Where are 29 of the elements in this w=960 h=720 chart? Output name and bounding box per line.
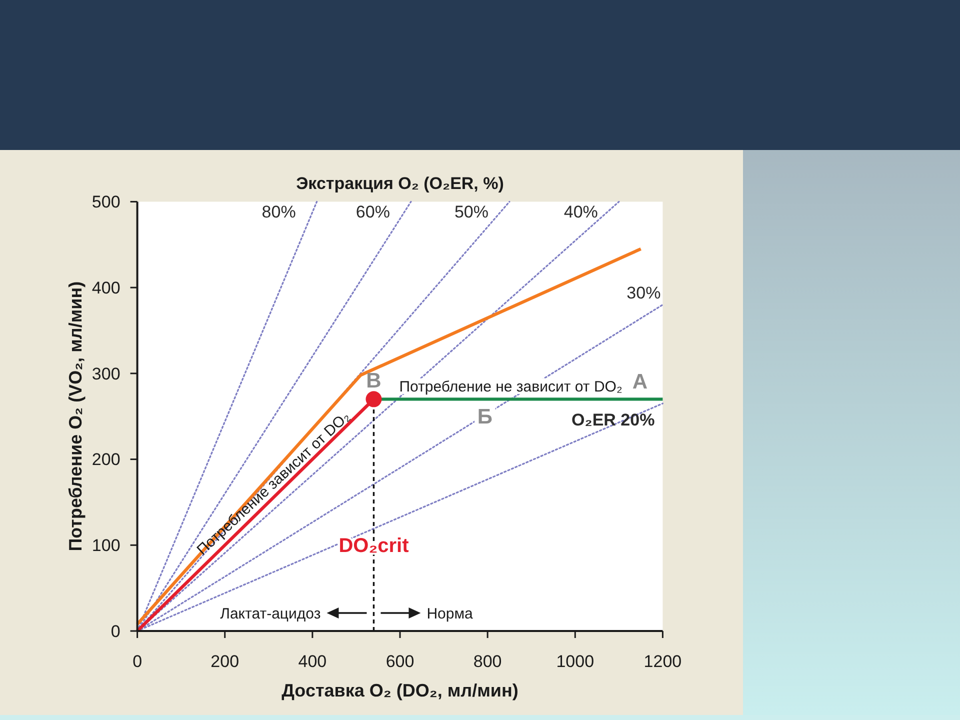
series-label: 60% bbox=[356, 202, 390, 222]
series-label: O₂ER 20% bbox=[572, 410, 655, 430]
y-tick-label: 300 bbox=[92, 364, 120, 384]
series-label: 40% bbox=[564, 202, 598, 222]
annotation: В bbox=[366, 370, 382, 393]
x-tick-label: 200 bbox=[210, 652, 240, 671]
chart-title: Экстракция O₂ (O₂ER, %) bbox=[296, 174, 504, 193]
x-tick-label: 800 bbox=[473, 652, 502, 671]
x-tick-label: 1200 bbox=[644, 652, 682, 671]
y-tick-label: 400 bbox=[92, 278, 120, 298]
x-tick-label: 400 bbox=[298, 652, 327, 671]
y-tick-label: 500 bbox=[92, 192, 120, 212]
annotation: А bbox=[632, 370, 648, 394]
y-axis-title: Потребление O₂ (VO₂, мл/мин) bbox=[65, 281, 86, 552]
series-label: 80% bbox=[262, 202, 296, 222]
x-tick-label: 600 bbox=[386, 652, 414, 671]
series-label: 50% bbox=[454, 202, 488, 222]
annotation: Норма bbox=[426, 605, 474, 622]
x-tick-label: 0 bbox=[132, 652, 142, 671]
y-tick-label: 100 bbox=[92, 536, 120, 556]
annotation: Лактат-ацидоз bbox=[220, 605, 321, 622]
series-label: 30% bbox=[626, 284, 661, 303]
x-tick-label: 1000 bbox=[556, 652, 594, 671]
x-axis-title: Доставка O₂ (DO₂, мл/мин) bbox=[282, 680, 518, 700]
annotation: DO₂crit bbox=[338, 535, 410, 558]
y-tick-label: 0 bbox=[110, 622, 120, 641]
annotation: Потребление не зависит от DO₂ bbox=[399, 378, 622, 396]
y-tick-label: 200 bbox=[92, 450, 120, 470]
annotation: Б bbox=[477, 406, 492, 429]
